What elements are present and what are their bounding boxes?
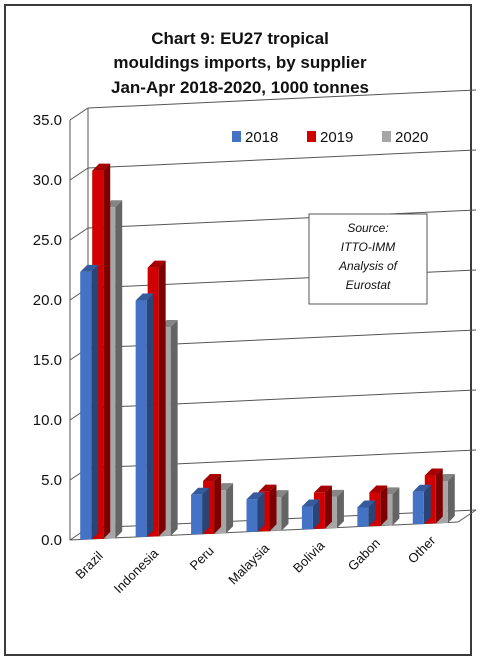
y-tick-label: 25.0 [33, 232, 62, 249]
bar [412, 491, 424, 525]
y-tick-label: 10.0 [33, 412, 62, 429]
bar [135, 300, 147, 537]
bar-top [301, 499, 320, 507]
bar [246, 499, 258, 532]
y-tick-label: 0.0 [41, 532, 62, 549]
bar-side [103, 163, 111, 539]
gridline [87, 209, 477, 229]
bar-top [412, 484, 431, 492]
gridline-side [69, 167, 89, 181]
annotation-box [308, 213, 428, 305]
y-tick-label: 20.0 [33, 292, 62, 309]
bar-side [447, 473, 455, 523]
legend-swatch [382, 131, 391, 142]
y-tick-label: 15.0 [33, 352, 62, 369]
bar-side [257, 492, 265, 532]
legend-label: 2019 [320, 129, 353, 146]
legend-swatch [232, 131, 241, 142]
x-tick-label: Indonesia [111, 545, 162, 596]
chart-title-line: Chart 9: EU27 tropical [151, 29, 329, 48]
x-axis-side [457, 509, 477, 523]
bar-top [92, 163, 111, 171]
bar-side [368, 500, 376, 527]
y-tick-label: 5.0 [41, 472, 62, 489]
bar-top [258, 484, 277, 492]
bar-side [435, 468, 443, 524]
bar-side [214, 474, 222, 534]
bar-top [80, 264, 99, 272]
bar-side [380, 485, 388, 527]
bar-side [281, 490, 289, 531]
bar-top [369, 485, 388, 493]
bar-top [357, 500, 376, 508]
x-tick-label: Gabon [345, 535, 383, 573]
bar [357, 507, 369, 527]
bar-top [313, 485, 332, 493]
bar [301, 506, 313, 530]
bar-top [191, 487, 210, 495]
annotation-text: Analysis of [338, 259, 399, 273]
bar-side [423, 484, 431, 525]
bar-side [202, 487, 210, 535]
annotation-text: Eurostat [346, 278, 391, 292]
bar-side [146, 293, 154, 537]
x-tick-label: Peru [187, 543, 217, 573]
x-tick-label: Bolivia [290, 537, 328, 575]
bar-top [147, 260, 166, 268]
bar-top [424, 468, 443, 476]
bar-side [269, 484, 277, 532]
chart-title-line: Jan-Apr 2018-2020, 1000 tonnes [111, 78, 369, 97]
legend-label: 2020 [395, 129, 428, 146]
y-tick-label: 35.0 [33, 112, 62, 129]
bar-side [158, 260, 166, 537]
bar-side [336, 489, 344, 529]
bar-top [135, 293, 154, 301]
bar-side [226, 483, 234, 534]
bar-side [115, 200, 123, 539]
x-tick-label: Malaysia [225, 540, 272, 587]
bar-side [392, 487, 400, 526]
bar-side [91, 264, 99, 540]
legend-swatch [307, 131, 316, 142]
chart-title-line: mouldings imports, by supplier [113, 53, 367, 72]
annotation-text: Source: [347, 221, 388, 235]
bar-top [246, 492, 265, 500]
annotation-text: ITTO-IMM [341, 240, 395, 254]
y-tick-label: 30.0 [33, 172, 62, 189]
x-tick-label: Brazil [72, 548, 106, 582]
legend-label: 2018 [245, 129, 278, 146]
bar [80, 271, 92, 540]
gridline [87, 89, 477, 109]
gridline [87, 149, 477, 169]
bar-side [312, 499, 320, 530]
bar-side [170, 320, 178, 536]
gridline-side [69, 107, 89, 121]
bar-top [203, 474, 222, 482]
bar [191, 494, 203, 535]
bar-side [324, 485, 332, 529]
x-tick-label: Other [405, 532, 439, 566]
gridline-side [69, 227, 89, 241]
